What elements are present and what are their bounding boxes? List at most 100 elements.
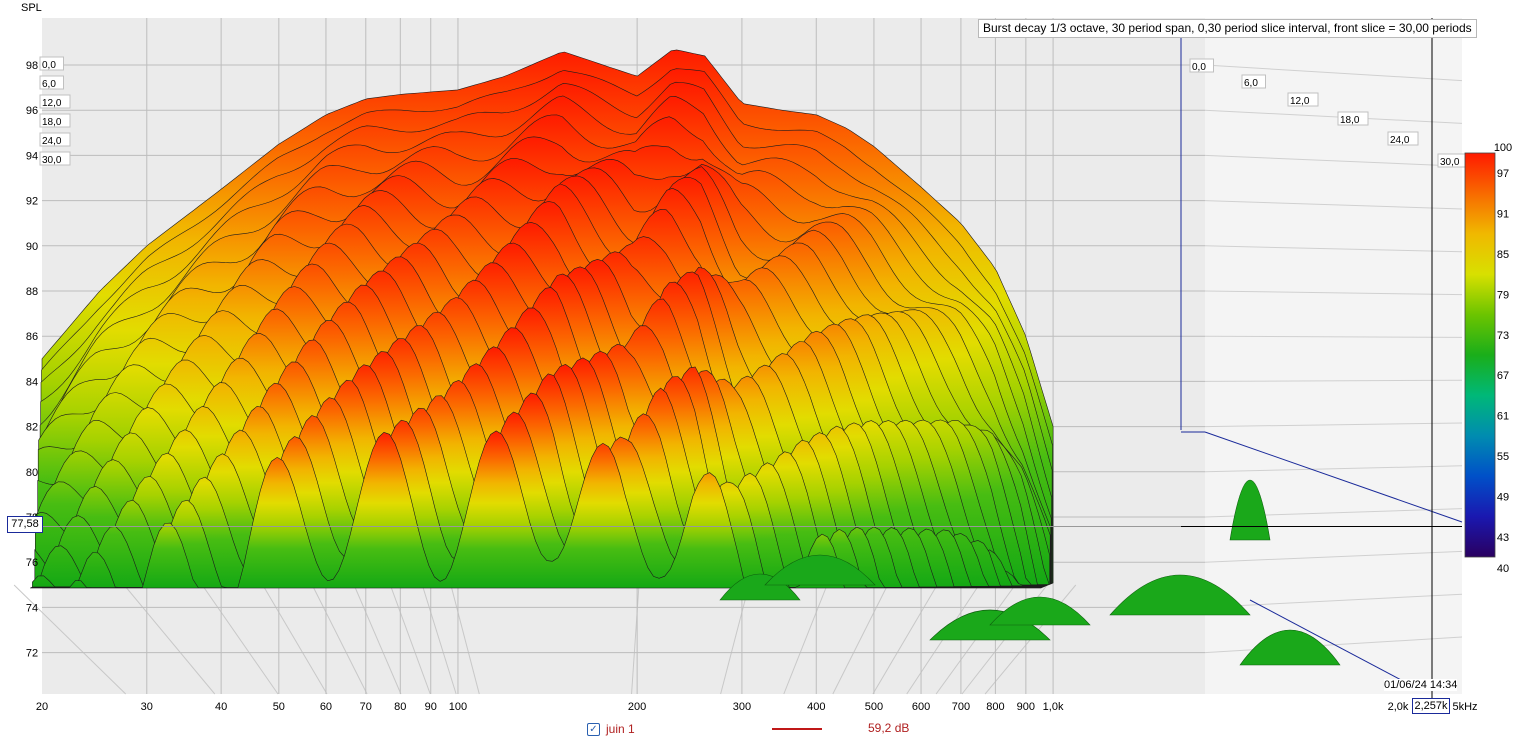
legend-series-name[interactable]: juin 1 xyxy=(606,722,635,736)
x-tick-label: 100 xyxy=(449,701,467,713)
grid-side xyxy=(1204,422,1463,428)
y-tick-label: 94 xyxy=(26,150,38,162)
floor-grid xyxy=(13,584,1077,695)
colorbar-tick: 91 xyxy=(1497,209,1509,221)
colorbar-tick: 79 xyxy=(1497,289,1509,301)
floor-line xyxy=(13,584,127,695)
z-tick-label: 0,0 xyxy=(42,60,56,71)
x-tick-label: 400 xyxy=(807,701,825,713)
colorbar: 100 97 91 85 79 73 67 61 55 49 43 40 xyxy=(1464,142,1512,575)
y-axis-label: SPL xyxy=(21,2,42,14)
z-tick-box xyxy=(39,75,64,90)
y-tick-label: 74 xyxy=(26,602,38,614)
z-tick-box xyxy=(1387,131,1419,146)
x-tick-label: 1,0k xyxy=(1043,701,1064,713)
grid-side xyxy=(1204,335,1463,338)
floor-line xyxy=(872,584,938,695)
x-tick-label: 2,0k xyxy=(1388,701,1409,713)
grid-side xyxy=(1204,379,1463,382)
decay-slice xyxy=(30,430,1042,589)
y-tick-label: 90 xyxy=(26,241,38,253)
grid-side xyxy=(1204,109,1463,124)
floor-line xyxy=(450,584,480,695)
z-tick-label: 18,0 xyxy=(42,117,62,128)
grid-side xyxy=(1204,154,1463,167)
z-tick-box xyxy=(1241,74,1266,89)
grid-side xyxy=(1204,550,1463,563)
floor-line xyxy=(201,584,279,695)
z-tick-label: 24,0 xyxy=(1390,135,1410,146)
x-tick-label: 70 xyxy=(360,701,372,713)
floor-line xyxy=(353,584,402,695)
axis-line-floor xyxy=(1249,599,1421,691)
decay-slices xyxy=(30,49,1341,666)
chart-title: Burst decay 1/3 octave, 30 period span, … xyxy=(978,19,1477,38)
axis-frame-lines xyxy=(1180,35,1463,691)
x-tick-label: 20 xyxy=(36,701,48,713)
legend-checkbox[interactable]: ✓ xyxy=(587,722,600,736)
colorbar-tick: 49 xyxy=(1497,491,1509,503)
grid-side xyxy=(1204,465,1463,473)
y-tick-label: 82 xyxy=(26,422,38,434)
z-tick-box xyxy=(39,132,71,147)
z-tick-label: 12,0 xyxy=(42,98,62,109)
x-tick-label: 50 xyxy=(273,701,285,713)
floor-line xyxy=(311,584,368,695)
z-tick-label: 6,0 xyxy=(1244,78,1258,89)
x-tick-label: 5kHz xyxy=(1452,701,1477,713)
grid-side xyxy=(1204,64,1463,82)
hf-decay-bump xyxy=(764,554,876,586)
floor-line xyxy=(389,584,431,695)
z-tick-label: 0,0 xyxy=(1192,62,1206,73)
grid-side xyxy=(1204,290,1463,296)
y-tick-label: 84 xyxy=(26,376,38,388)
floor-line xyxy=(720,584,750,695)
z-tick-box xyxy=(1287,92,1319,107)
legend: ✓ juin 1 59,2 dB xyxy=(587,720,909,738)
x-tick-label: 90 xyxy=(425,701,437,713)
grid-side xyxy=(1204,245,1463,253)
hf-decay-bump xyxy=(1109,574,1251,616)
hf-decay-bump xyxy=(1239,629,1341,666)
z-tick-label: 24,0 xyxy=(42,136,62,147)
legend-swatch xyxy=(772,728,822,730)
z-tick-label: 12,0 xyxy=(1290,96,1310,107)
spl-cursor-readout[interactable]: 77,58 xyxy=(7,516,43,533)
y-tick-label: 76 xyxy=(26,557,38,569)
grid-side xyxy=(1204,593,1463,608)
floor-line xyxy=(832,584,889,695)
freq-cursor-readout[interactable]: 2,257k xyxy=(1412,698,1450,714)
x-tick-label: 40 xyxy=(215,701,227,713)
z-tick-box xyxy=(39,94,71,109)
x-axis-ticks: 20 30 40 50 60 70 80 90 100 200 300 400 500 600 700 800… xyxy=(36,701,1478,713)
x-tick-label: 80 xyxy=(394,701,406,713)
colorbar-tick: 61 xyxy=(1497,411,1509,423)
x-tick-label: 800 xyxy=(986,701,1004,713)
z-tick-box xyxy=(39,151,71,166)
side-wall xyxy=(1205,18,1462,694)
grid-side xyxy=(1204,200,1463,210)
z-tick-box xyxy=(39,56,64,71)
z-tick-box xyxy=(1337,111,1369,126)
floor-line xyxy=(123,584,216,695)
measurement-date: 01/06/24 14:34 xyxy=(1384,679,1458,691)
x-tick-label: 200 xyxy=(628,701,646,713)
x-tick-label: 30 xyxy=(141,701,153,713)
y-tick-label: 88 xyxy=(26,286,38,298)
x-tick-label: 300 xyxy=(733,701,751,713)
floor-line xyxy=(262,584,328,695)
z-tick-box xyxy=(1189,58,1214,73)
colorbar-tick: 85 xyxy=(1497,249,1509,261)
colorbar-rect xyxy=(1464,152,1496,558)
x-tick-label: 700 xyxy=(952,701,970,713)
y-tick-label: 80 xyxy=(26,467,38,479)
x-tick-label: 500 xyxy=(865,701,883,713)
floor-line xyxy=(631,584,640,695)
floor-line xyxy=(421,584,457,695)
colorbar-tick: 40 xyxy=(1497,563,1509,575)
z-tick-label: 6,0 xyxy=(42,79,56,90)
colorbar-tick: 55 xyxy=(1497,451,1509,463)
grid-side xyxy=(1204,636,1463,654)
colorbar-tick: 73 xyxy=(1497,330,1509,342)
z-tick-label: 18,0 xyxy=(1340,115,1360,126)
